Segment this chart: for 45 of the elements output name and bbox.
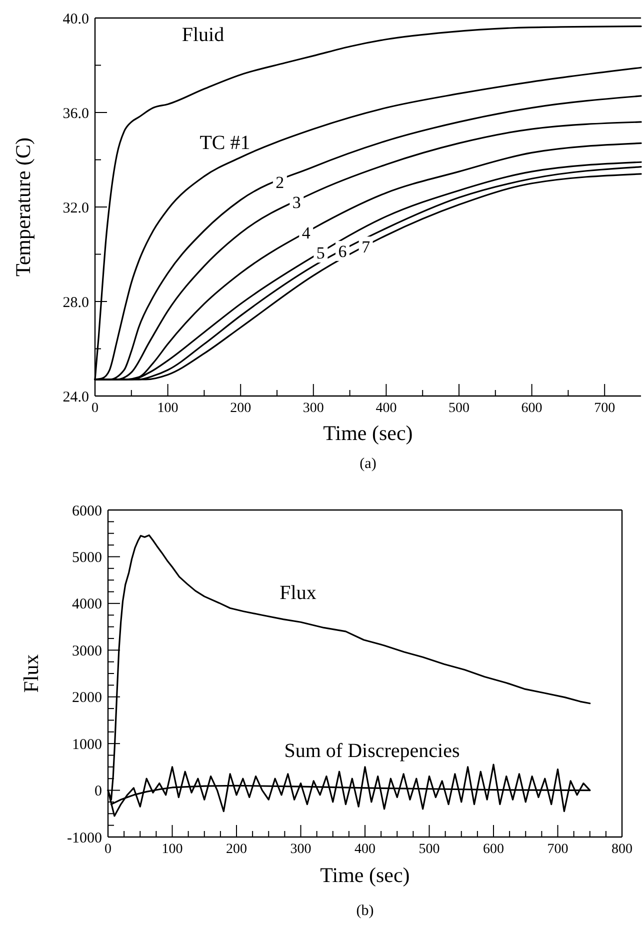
y-tick-label: 6000 [72,503,102,520]
x-tick-label: 500 [418,842,440,857]
x-tick-label: 400 [354,842,376,857]
series-label: 4 [302,224,311,243]
x-tick-label: 600 [521,401,542,416]
series-label: 3 [292,193,301,212]
y-axis-title: Flux [19,654,43,693]
y-tick-label: 3000 [72,643,102,660]
text: (a) [360,456,376,472]
series-label: Sum of Discrepencies [284,740,460,762]
y-tick-label: 5000 [72,550,102,566]
y-tick-label: 2000 [72,690,102,706]
x-tick-label: 0 [104,842,112,857]
x-axis-title: Time (sec) [320,863,410,887]
y-tick-label: 28.0 [62,294,89,311]
y-tick-label: 36.0 [62,106,89,122]
y-tick-label: -1000 [67,830,102,846]
series-label: 2 [276,173,284,192]
text: (b) [356,903,374,919]
series-label: 6 [338,242,347,261]
y-tick-label: 24.0 [62,389,89,406]
x-tick-label: 300 [302,401,324,416]
x-tick-label: 400 [376,401,397,416]
x-tick-label: 700 [547,842,568,857]
x-tick-label: 800 [612,842,632,857]
x-tick-label: 200 [226,842,247,857]
y-tick-label: 40.0 [62,11,89,28]
x-axis-title: Time (sec) [323,421,413,445]
x-tick-label: 500 [448,401,470,416]
y-tick-label: 32.0 [62,200,89,216]
series-label: 7 [362,238,371,257]
series-label: TC #1 [200,132,250,154]
x-tick-label: 600 [483,842,504,857]
x-tick-label: 100 [162,842,183,857]
y-axis-title: Temperature (C) [11,137,35,277]
x-tick-label: 300 [290,842,312,857]
y-tick-label: 4000 [72,596,102,613]
series-label: Flux [280,582,316,604]
y-tick-label: 0 [94,784,102,800]
series-label: Fluid [182,24,224,46]
x-tick-label: 200 [230,401,252,416]
x-tick-label: 700 [594,401,616,416]
series-label: 5 [316,244,325,263]
y-tick-label: 1000 [72,736,102,753]
x-tick-label: 100 [157,401,178,416]
